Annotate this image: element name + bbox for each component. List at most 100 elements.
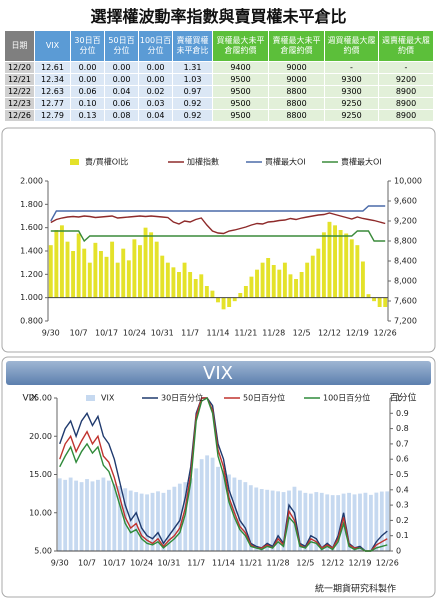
x-tick-label: 11/7	[187, 559, 205, 568]
table-cell: 9000	[268, 73, 325, 86]
chart-header	[6, 361, 431, 385]
table-cell: 12.63	[34, 85, 71, 98]
bar	[59, 225, 64, 298]
y2-tick-label: 10,000	[394, 177, 422, 186]
header-cell: 週賣權最大履約價	[378, 30, 434, 62]
table-cell: 0.00	[104, 73, 139, 86]
bar	[303, 492, 308, 551]
y-tick-label: 20.00	[29, 432, 52, 441]
table-cell: 9300	[324, 73, 379, 86]
bar	[134, 492, 139, 551]
bar	[106, 480, 111, 551]
x-tick-label: 11/28	[267, 559, 290, 568]
bar	[204, 286, 209, 298]
bar	[374, 492, 379, 551]
bar	[65, 241, 70, 298]
table-cell: 0.03	[138, 97, 173, 110]
bar	[282, 262, 287, 298]
bar	[238, 293, 243, 298]
x-tick-label: 11/28	[262, 329, 285, 338]
x-tick-label: 12/19	[346, 329, 369, 338]
header-cell: 賣權最大未平倉履約價	[268, 30, 325, 62]
bar	[216, 297, 220, 303]
y-tick-label: 5.00	[34, 547, 52, 556]
table-cell: 0.10	[70, 97, 105, 110]
bar	[372, 297, 377, 302]
bar	[210, 457, 215, 551]
bar	[161, 492, 166, 551]
y2-tick-label: 7,600	[394, 297, 417, 306]
legend-label: 加權指數	[187, 157, 219, 167]
bar	[68, 477, 73, 551]
bar	[48, 245, 53, 298]
bar	[232, 297, 237, 302]
y2-tick-label: 0.3	[396, 501, 409, 510]
x-tick-label: 10/24	[123, 329, 146, 338]
y2-tick-label: 0.6	[396, 455, 409, 464]
bar	[221, 297, 226, 310]
legend-label: 100日百分位	[323, 393, 370, 403]
y2-tick-label: 0.1	[396, 531, 409, 540]
bar	[143, 227, 148, 298]
bar	[314, 492, 319, 551]
bar	[160, 255, 165, 298]
table-cell: 8800	[268, 109, 325, 122]
bar	[210, 290, 215, 298]
bar	[227, 474, 231, 551]
bar	[336, 495, 341, 551]
bar	[360, 261, 365, 298]
table-cell: 9400	[212, 61, 269, 74]
y2-tick-label: 0.7	[396, 439, 409, 448]
x-tick-label: 9/30	[42, 329, 60, 338]
bar	[260, 262, 265, 298]
table-cell: 0.02	[138, 85, 173, 98]
y-tick-label: 1.800	[20, 200, 43, 209]
table-row: 日期 VIX 30日百分位 50日百分位 100日百分位 賣權買權未平倉比 買權最大未平倉履…	[4, 30, 434, 62]
bar	[288, 274, 293, 298]
bar	[243, 286, 248, 298]
table-cell: 0.00	[138, 61, 173, 74]
bar	[352, 494, 357, 551]
x-tick-label: 10/7	[70, 329, 88, 338]
bar	[63, 479, 68, 551]
bar	[265, 489, 270, 551]
y-tick-label: 10.00	[29, 508, 52, 517]
legend-label: 50日百分位	[243, 393, 285, 403]
table-row: 12/23 12.77 0.10 0.06 0.03 0.92 9500 8800 9250 89…	[4, 97, 434, 110]
bar	[188, 478, 193, 551]
x-tick-label: 10/17	[95, 329, 118, 338]
header-cell: 50日百分位	[104, 30, 139, 62]
table-cell: 9500	[212, 97, 269, 110]
header-cell: 賣權買權未平倉比	[172, 30, 213, 62]
line-series	[50, 212, 386, 235]
legend-label: 買權最大OI	[265, 157, 306, 167]
table-cell: 0.08	[104, 109, 139, 122]
line-series	[50, 230, 386, 243]
bar	[82, 248, 87, 298]
bar	[87, 262, 92, 298]
y2-axis-label: 百分位	[389, 392, 416, 404]
bar	[379, 491, 384, 551]
bar	[349, 239, 354, 298]
bar	[79, 482, 84, 551]
bar	[199, 274, 204, 298]
table-cell: 9250	[324, 97, 379, 110]
table-cell: 0.04	[104, 85, 139, 98]
y-tick-label: 1.600	[20, 223, 43, 232]
table-cell: -	[324, 61, 379, 74]
y2-tick-label: 8,400	[394, 257, 417, 266]
x-tick-label: 10/7	[78, 559, 96, 568]
table-cell: 12/26	[4, 109, 35, 122]
x-tick-label: 10/24	[130, 559, 153, 568]
bar	[237, 479, 242, 551]
table-cell: 12/21	[4, 73, 35, 86]
bar	[145, 494, 149, 551]
bar	[254, 487, 259, 551]
x-tick-label: 10/31	[151, 329, 174, 338]
bar	[117, 485, 122, 551]
table-cell: 0.06	[70, 85, 105, 98]
x-tick-label: 12/5	[296, 559, 314, 568]
x-tick-label: 12/26	[376, 559, 399, 568]
bar	[299, 272, 304, 298]
table-cell: 0.92	[172, 97, 213, 110]
